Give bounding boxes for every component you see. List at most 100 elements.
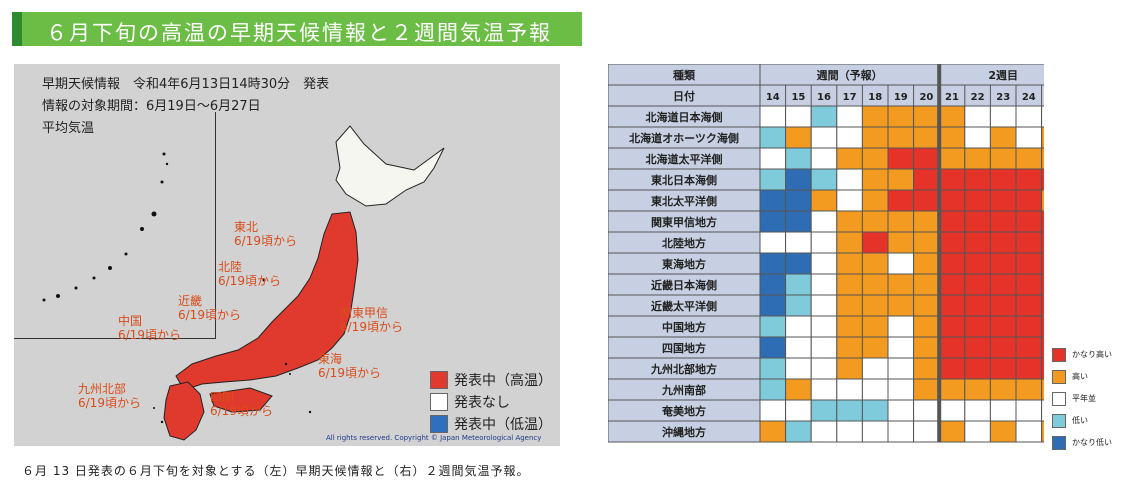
day-tick-label: 16 [817, 92, 831, 103]
kyushu-area [163, 381, 205, 441]
heatmap-cell [785, 231, 812, 254]
heatmap-cell [1015, 105, 1043, 128]
heatmap-cell [887, 399, 915, 422]
heatmap-cell [913, 399, 940, 422]
legend-swatch [1052, 414, 1066, 428]
legend-label: 発表中（高温） [454, 373, 552, 389]
heatmap-cell [861, 147, 889, 170]
region-name-label: 近畿日本海側 [651, 278, 717, 292]
heatmap-cell [964, 147, 991, 170]
heatmap-cell [887, 147, 915, 170]
heatmap-cell [785, 336, 812, 359]
heatmap-cell [836, 126, 863, 149]
element-label: 平均気温 [42, 121, 95, 136]
legend-item: かなり低い [1052, 436, 1132, 454]
heatmap-cell [759, 231, 787, 254]
heatmap-cell [964, 252, 991, 275]
heatmap-cell [1041, 105, 1068, 128]
heatmap-cell [913, 189, 940, 212]
heatmap-cell [785, 189, 812, 212]
region-name-label: 東海地方 [662, 257, 706, 271]
period-label-2nd-week: 2週目 [988, 68, 1018, 82]
heatmap-cell [1015, 252, 1043, 275]
heatmap-cell [759, 147, 787, 170]
heatmap-cell [1015, 399, 1043, 422]
heatmap-cell [913, 378, 940, 401]
heatmap-cell [836, 168, 863, 191]
region-name-label: 沖縄地方 [662, 425, 706, 439]
heatmap-cell [1015, 294, 1043, 317]
heatmap-cell [1041, 273, 1068, 296]
heatmap-cell [861, 273, 889, 296]
heatmap-cell [938, 315, 966, 338]
heatmap-cell [913, 231, 940, 254]
heatmap-cell [913, 420, 940, 443]
heatmap-cell [938, 105, 966, 128]
legend-label: 発表なし [454, 395, 510, 411]
heatmap-cell [1041, 189, 1068, 212]
day-tick-label: 24 [1022, 92, 1036, 103]
heatmap-cell [989, 273, 1017, 296]
legend-swatch [430, 415, 448, 433]
heatmap-cell [836, 105, 863, 128]
honshu-area [175, 211, 359, 391]
heatmap-cell [913, 210, 940, 233]
heatmap-cell [887, 336, 915, 359]
heatmap-cell [989, 378, 1017, 401]
day-tick-label: 18 [868, 92, 882, 103]
heatmap-cell [810, 210, 838, 233]
heatmap-cell [759, 126, 787, 149]
heatmap-cell [785, 210, 812, 233]
heatmap-cell [887, 294, 915, 317]
heatmap-cell [861, 126, 889, 149]
heatmap-cell [964, 273, 991, 296]
heatmap-cell [810, 147, 838, 170]
region-label-chugoku: 中国 6/19頃から [118, 314, 181, 342]
heatmap-cell [938, 294, 966, 317]
heatmap-cell [913, 105, 940, 128]
region-name-label: 北陸地方 [662, 236, 706, 250]
heatmap-cell [785, 252, 812, 275]
heatmap-cell [989, 357, 1017, 380]
heatmap-cell [1015, 357, 1043, 380]
period-label-week: 週間（予報） [817, 68, 883, 82]
legend-label: 平年並 [1072, 394, 1096, 403]
heatmap-cell [964, 357, 991, 380]
region-name-label: 九州南部 [661, 383, 706, 397]
islands-inset-frame [14, 112, 216, 339]
heatmap-cell [887, 357, 915, 380]
copyright-notice: All rights reserved. Copyright © Japan M… [326, 434, 542, 442]
legend-label: かなり低い [1072, 438, 1112, 447]
early-weather-info-map-panel: 早期天候情報 令和4年6月13日14時30分 発表 情報の対象期間：6月19日〜… [14, 64, 560, 446]
heatmap-cell [913, 273, 940, 296]
heatmap-cell [989, 252, 1017, 275]
heatmap-cell [810, 273, 838, 296]
heatmap-cell [836, 294, 863, 317]
heatmap-cell [887, 420, 915, 443]
heatmap-cell [913, 126, 940, 149]
heatmap-cell [759, 273, 787, 296]
heatmap-cell [887, 105, 915, 128]
heatmap-cell [964, 294, 991, 317]
heatmap-cell [1041, 231, 1068, 254]
heatmap-cell [938, 273, 966, 296]
day-tick-label: 19 [894, 92, 908, 103]
hokkaido-area [335, 125, 445, 207]
heatmap-cell [964, 231, 991, 254]
legend-label: 低い [1072, 416, 1088, 425]
title-accent-stripe [12, 12, 22, 46]
heatmap-cell [964, 336, 991, 359]
heatmap-cell [861, 105, 889, 128]
heatmap-cell [964, 210, 991, 233]
region-label-kinki: 近畿 6/19頃から [178, 294, 241, 322]
region-name-label: 東北日本海側 [651, 173, 717, 187]
heatmap-cell [887, 252, 915, 275]
heatmap-cell [759, 315, 787, 338]
day-tick-label: 23 [996, 92, 1010, 103]
heatmap-cell [938, 399, 966, 422]
legend-item: かなり高い [1052, 348, 1132, 366]
heatmap-cell [938, 231, 966, 254]
legend-item: 高い [1052, 370, 1132, 388]
heatmap-cell [1041, 378, 1068, 401]
heatmap-cell [989, 294, 1017, 317]
